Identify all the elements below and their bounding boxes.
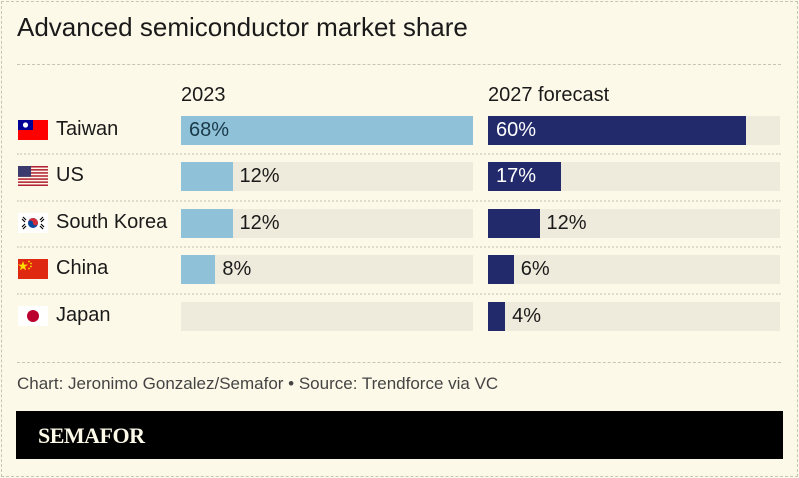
bar-track	[181, 302, 473, 331]
value-label: 6%	[520, 258, 550, 280]
bar-track: 6%	[488, 255, 780, 284]
chart-title: Advanced semiconductor market share	[17, 12, 468, 42]
bar-2027	[488, 116, 746, 145]
divider	[17, 362, 781, 363]
bar-track: 4%	[488, 302, 780, 331]
row-separator	[17, 293, 781, 295]
bar-track: 60%	[488, 116, 780, 145]
bar-2023	[181, 162, 233, 191]
bar-track: 12%	[181, 162, 473, 191]
bar-2027	[488, 255, 514, 284]
china-flag-icon	[18, 259, 48, 279]
us-flag-icon	[18, 166, 48, 186]
logo-text: SEMAFOR	[38, 423, 145, 448]
bar-2027	[488, 302, 506, 331]
bar-2027	[488, 209, 540, 238]
bar-2023	[181, 255, 216, 284]
bar-track: 12%	[488, 209, 780, 238]
bar-track: 68%	[181, 116, 473, 145]
column-header-2023: 2023	[181, 84, 226, 106]
bar-2027	[488, 162, 561, 191]
row-separator	[17, 153, 781, 155]
country-label: Taiwan	[56, 118, 119, 140]
taiwan-flag-icon	[18, 120, 48, 140]
value-label: 12%	[546, 212, 587, 234]
semafor-logo: SEMAFOR	[16, 411, 783, 459]
row-separator	[17, 200, 781, 202]
value-label: 8%	[222, 258, 252, 280]
value-label: 12%	[239, 212, 280, 234]
country-label: China	[56, 257, 109, 279]
value-label: 17%	[496, 165, 537, 187]
bar-track: 12%	[181, 209, 473, 238]
south-korea-flag-icon	[18, 213, 48, 233]
source-note: Chart: Jeronimo Gonzalez/Semafor • Sourc…	[17, 374, 499, 393]
value-label: 4%	[512, 305, 542, 327]
value-label: 12%	[239, 165, 280, 187]
bar-track: 17%	[488, 162, 780, 191]
country-label: South Korea	[56, 211, 168, 233]
value-label: 60%	[496, 119, 537, 141]
column-header-2027: 2027 forecast	[488, 84, 610, 106]
value-label: 68%	[189, 119, 230, 141]
bar-2023	[181, 116, 473, 145]
country-label: Japan	[56, 304, 111, 326]
bar-track: 8%	[181, 255, 473, 284]
divider	[17, 64, 781, 65]
bar-2023	[181, 209, 233, 238]
japan-flag-icon	[18, 306, 48, 326]
row-separator	[17, 246, 781, 248]
country-label: US	[56, 164, 84, 186]
